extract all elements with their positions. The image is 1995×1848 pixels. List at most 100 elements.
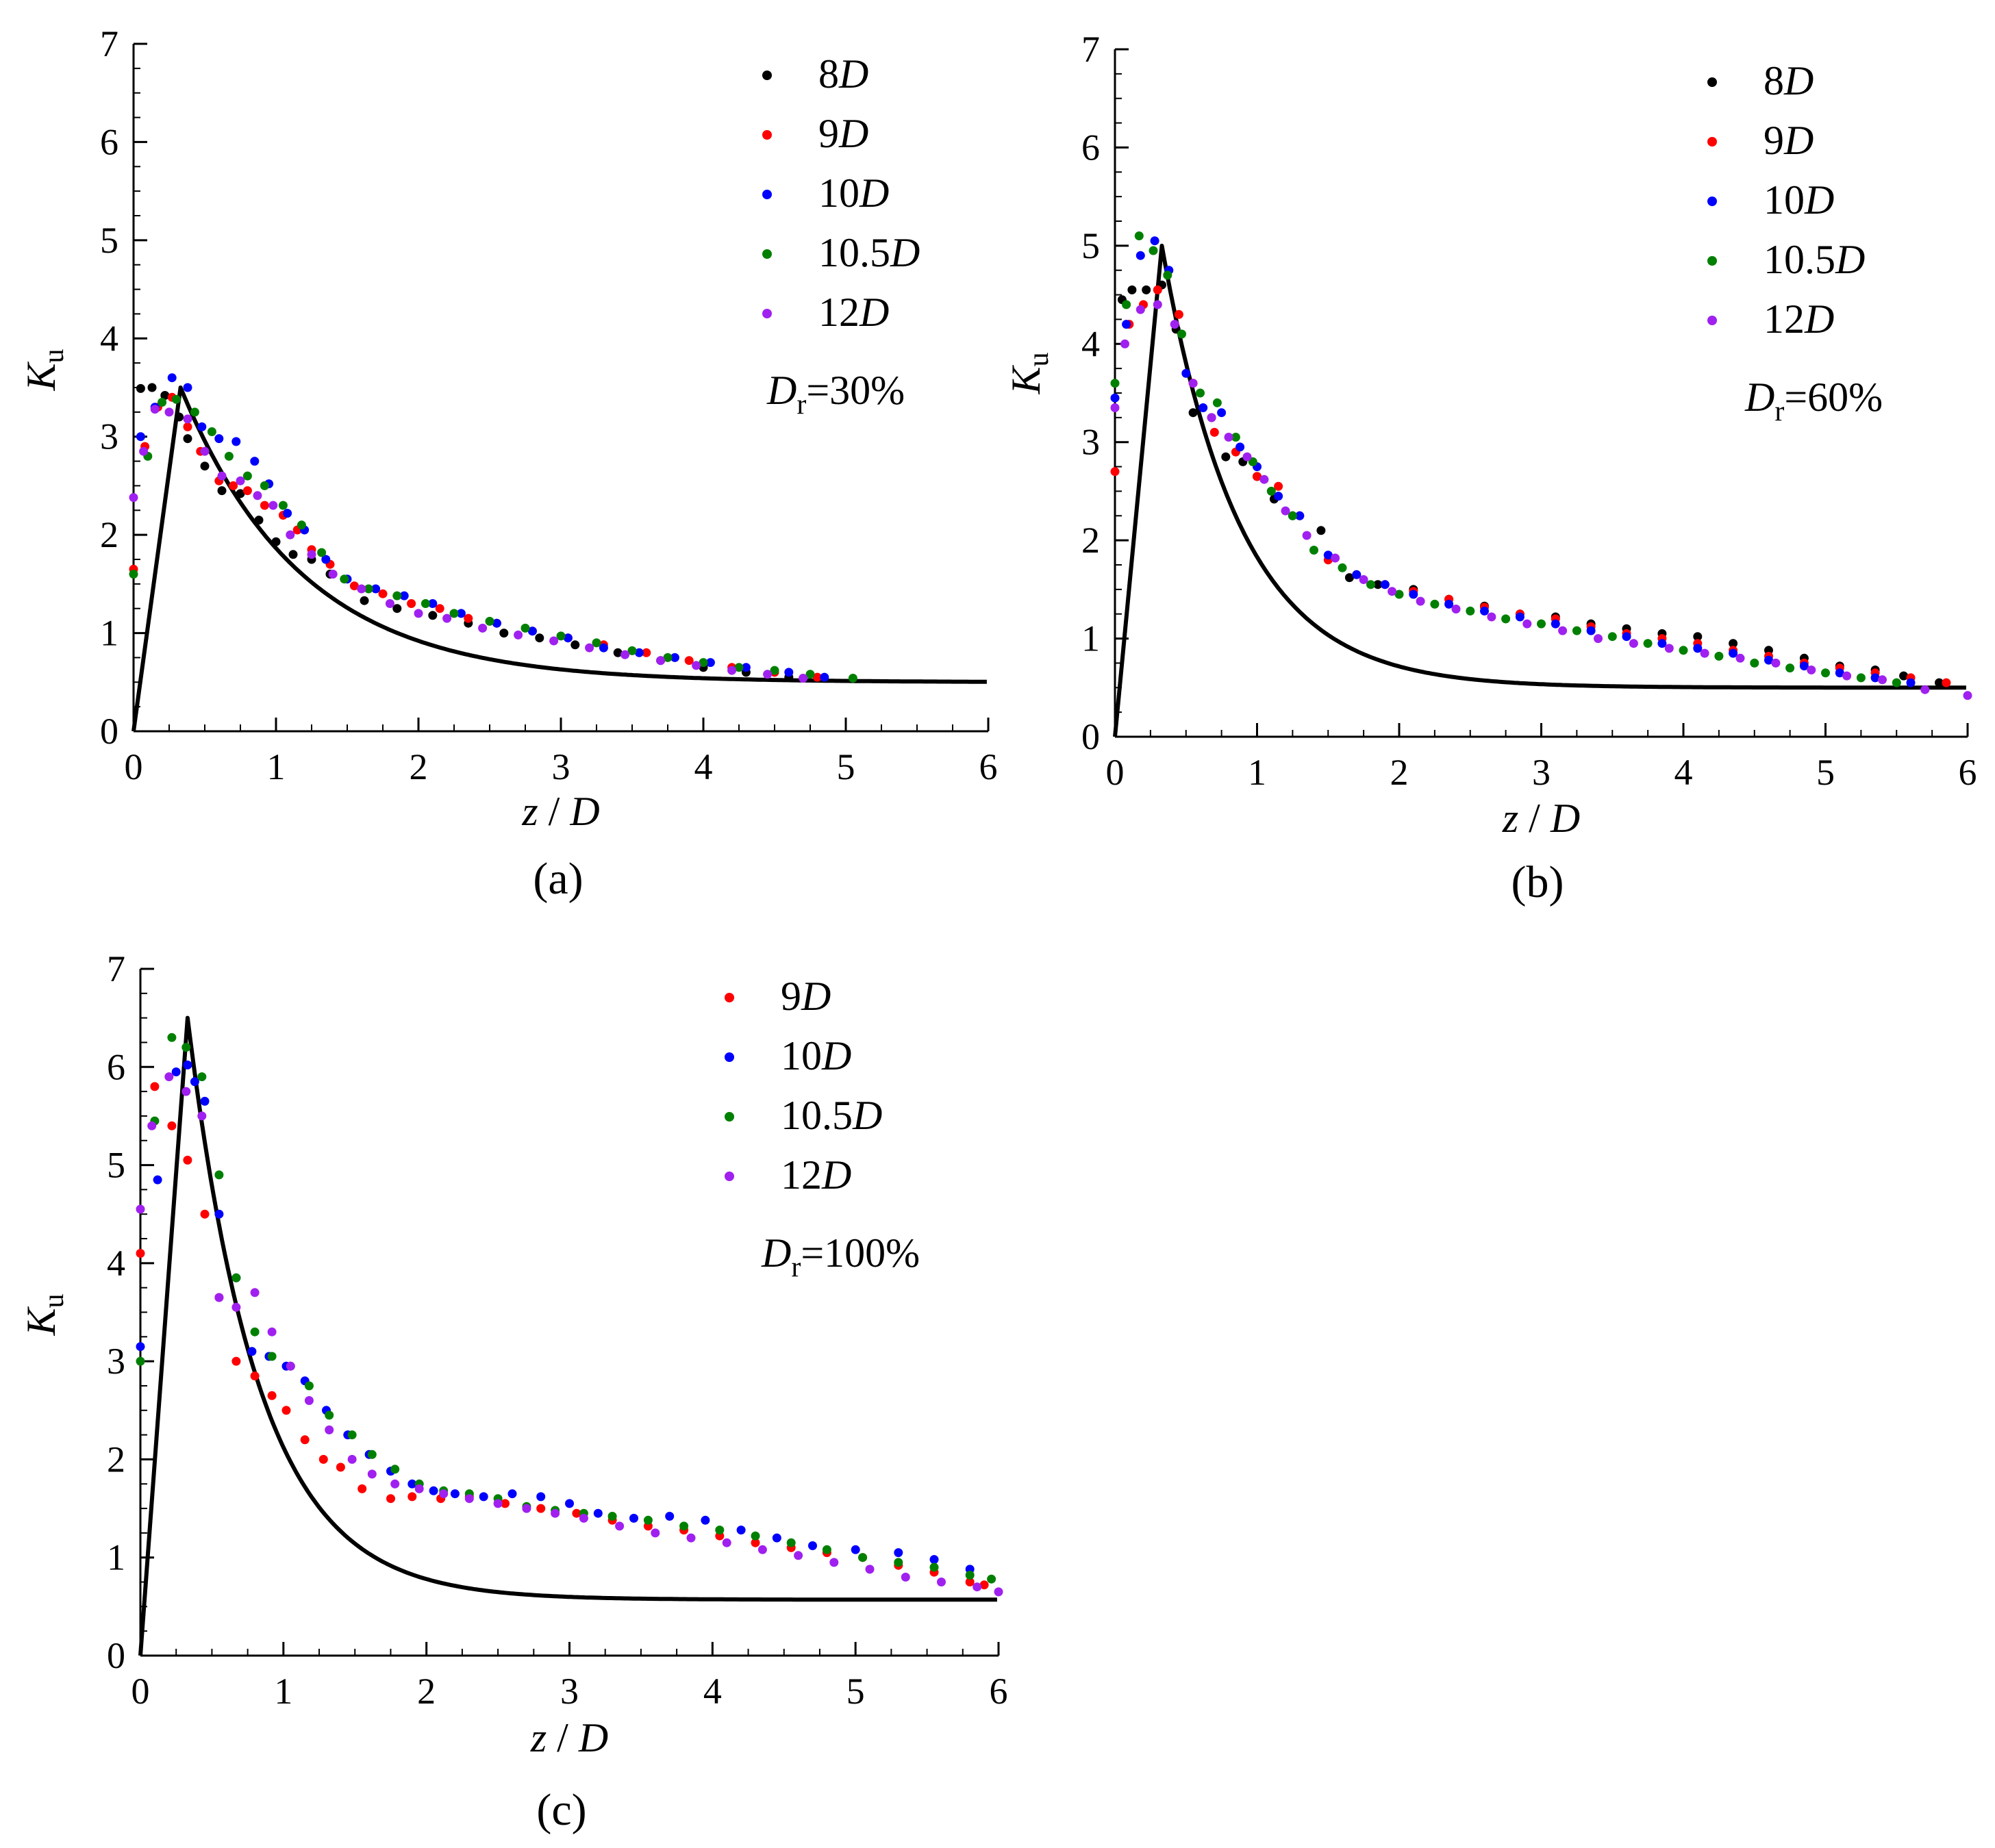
panel-c-point-12D [181,1087,191,1096]
panel-c-point-12D [231,1302,241,1312]
panel-c-point-10D [200,1096,210,1106]
panel-b-point-12D [1629,639,1638,648]
panel-c-legend-label-12D: 12D [781,1152,851,1198]
panel-a-point-12D [442,613,452,623]
panel-b-x-tick-label: 5 [1816,752,1835,793]
panel-a-point-8D [499,629,509,638]
panel-b-point-12D [1188,379,1198,388]
panel-b-point-12D [1259,474,1269,484]
panel-c-point-10_5D [679,1521,689,1531]
panel-c-point-10D [772,1533,781,1543]
panel-b-point-12D [1878,675,1887,685]
panel-c-point-10_5D [214,1170,224,1180]
panel-a-point-10_5D [485,616,494,626]
panel-c-point-9D [386,1494,395,1504]
panel-c-x-tick-label: 4 [703,1671,722,1712]
panel-b-point-9D [1153,285,1162,294]
panel-b-point-10D [1870,673,1880,683]
panel-b-legend-label-8D: 8D [1764,58,1814,103]
panel-a-point-10_5D [421,599,430,608]
panel-c-x-tick-label: 2 [417,1671,436,1712]
panel-b-point-9D [1110,467,1120,477]
panel-a-point-12D [164,407,174,417]
panel-b-point-12D [1700,648,1709,658]
panel-b-point-10D [1235,442,1245,452]
panel-b-y-tick-label: 4 [1081,323,1100,364]
panel-c-point-12D [164,1072,174,1082]
panel-a-point-12D [656,656,666,666]
panel-a-plot-area: 0 1 2 3 4 5 6 0 1 2 3 4 5 6 7 z / D Ku 8D 9D 10D 10.5D 12D Dr=… [18,23,998,834]
panel-a-point-9D [229,481,238,490]
panel-a-point-12D [585,643,594,653]
panel-a-point-10D [634,648,644,657]
panel-a-point-9D [684,656,694,666]
panel-b-point-12D [1359,575,1368,584]
panel-b-series-10D [1110,236,1916,687]
panel-b-point-10_5D [1196,388,1205,398]
panel-a-x-tick-label: 5 [837,746,855,787]
panel-c-point-9D [536,1504,546,1513]
panel-a-x-tick-label: 1 [267,746,286,787]
panel-a-point-10D [456,609,466,618]
panel-a-y-tick-label: 1 [100,613,118,654]
panel-a-point-10_5D [190,407,199,417]
panel-b-point-10_5D [1177,329,1186,339]
panel-b-point-12D [1281,506,1290,516]
panel-c-point-10_5D [786,1538,796,1547]
panel-b-point-9D [1253,472,1262,481]
panel-c-point-12D [197,1111,207,1121]
panel-c-y-tick-label: 0 [107,1635,125,1676]
panel-c-point-12D [304,1396,314,1405]
panel-a-point-9D [812,672,822,682]
panel-a-point-9D [435,604,444,613]
panel-a-point-10_5D [392,591,402,600]
panel-b-point-10D [1274,492,1283,501]
panel-a-point-8D [175,412,184,422]
panel-a-series-8D [136,383,794,682]
panel-a-point-8D [360,596,369,605]
panel-b-point-10_5D [1856,673,1866,683]
panel-b-x-tick-label: 6 [1959,752,1977,793]
panel-b-point-10_5D [1163,270,1172,280]
panel-a-point-12D [307,550,316,559]
panel-c-point-10D [153,1175,162,1185]
panel-a-point-8D [160,391,170,400]
panel-a-legend-marker-8D [762,71,772,80]
panel-c-x-tick-label: 5 [846,1671,865,1712]
panel-b-point-10D [1586,626,1596,635]
panel-b-point-10D [1122,320,1131,329]
panel-a-point-12D [799,674,808,683]
panel-b-point-10_5D [1537,619,1546,629]
panel-a-point-12D [139,446,149,456]
panel-b-point-12D [1807,666,1816,674]
panel-b-legend-label-9D: 9D [1764,118,1814,163]
panel-a-point-8D [271,537,281,546]
panel-c-point-12D [325,1425,334,1434]
panel-b-point-10_5D [1212,398,1222,407]
panel-a-relative-density-label: Dr=30% [766,368,905,420]
panel-c-y-tick-label: 1 [107,1537,125,1578]
panel-b-point-10D [1799,661,1809,671]
panel-c-relative-density-label: Dr=100% [761,1230,920,1283]
panel-b-point-10_5D [1466,606,1475,616]
panel-a-point-12D [286,530,295,540]
panel-b-point-10D [1693,644,1703,653]
panel-c-point-10D [894,1548,903,1558]
panel-a-point-10_5D [805,670,815,679]
panel-a-point-12D [514,630,523,640]
panel-c-point-12D [937,1578,946,1586]
panel-a-point-10_5D [340,574,349,584]
panel-a-x-tick-label: 0 [125,746,143,787]
panel-b-point-8D [1693,632,1703,642]
panel-b-point-12D [1302,531,1312,540]
panel-a-y-tick-label: 3 [100,416,118,457]
panel-a-y-tick-label: 7 [100,23,118,64]
panel-b-point-10_5D [1110,379,1120,388]
panel-b-x-tick-label: 2 [1390,752,1409,793]
panel-a-point-10D [527,626,537,636]
panel-a-point-8D [613,648,623,657]
panel-b-legend-marker-12D [1707,316,1717,325]
panel-c-point-12D [493,1499,503,1508]
panel-c-point-10_5D [643,1515,653,1525]
panel-c-point-12D [286,1361,295,1371]
